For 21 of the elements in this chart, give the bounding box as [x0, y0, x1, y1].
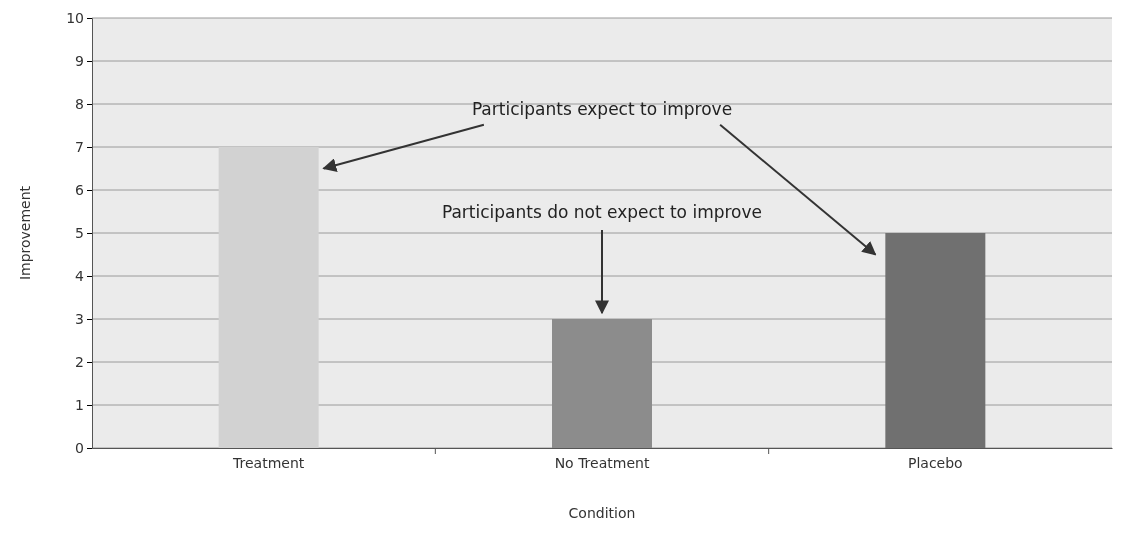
x-tick-label: Placebo [907, 454, 963, 471]
x-tick-label: Treatment [232, 454, 305, 471]
y-tick-label: 5 [75, 224, 84, 241]
y-tick-label: 7 [75, 138, 84, 155]
y-tick-label: 10 [66, 9, 84, 26]
x-tick-label: No Treatment [554, 454, 650, 471]
y-tick-label: 6 [75, 181, 85, 198]
bar [218, 147, 319, 448]
x-axis-title: Condition [568, 505, 636, 521]
bar [885, 233, 986, 448]
bar [552, 319, 652, 448]
y-tick-label: 1 [75, 396, 84, 413]
y-axis-title: Improvement [17, 185, 33, 281]
annotation: Participants expect to improve [471, 98, 733, 119]
y-tick-label: 3 [75, 310, 84, 327]
y-tick-label: 9 [75, 52, 84, 69]
annotation: Participants do not expect to improve [441, 201, 763, 222]
y-tick-label: 2 [75, 353, 84, 370]
y-tick-label: 0 [75, 439, 84, 456]
y-tick-label: 4 [75, 267, 85, 284]
y-tick-label: 8 [75, 95, 84, 112]
